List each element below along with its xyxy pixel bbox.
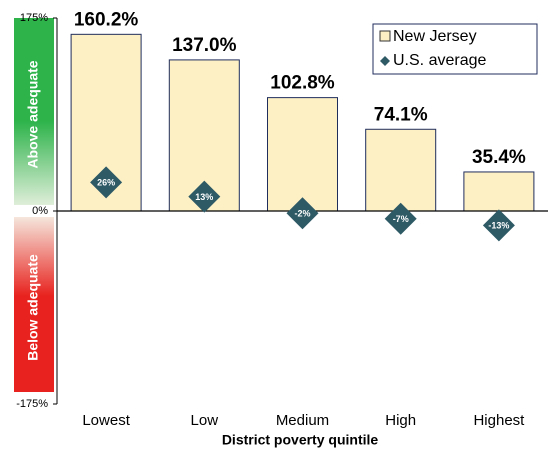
value-label: 35.4% — [472, 147, 526, 168]
x-tick-label: Medium — [276, 412, 329, 429]
band-label: Below adequate — [25, 254, 41, 361]
value-label: 160.2% — [74, 9, 139, 30]
marker-label: -2% — [294, 209, 310, 219]
legend-label: New Jersey — [393, 28, 477, 45]
value-label: 74.1% — [374, 104, 428, 125]
marker-label: -13% — [488, 221, 509, 231]
diamond-marker — [286, 197, 319, 230]
x-tick-label: Lowest — [82, 412, 130, 429]
diamond-marker — [482, 209, 515, 242]
diamond-marker — [188, 180, 221, 213]
y-tick-label: 175% — [20, 12, 48, 24]
marker-label: -7% — [393, 214, 409, 224]
legend-swatch — [379, 30, 391, 42]
band-label: Above adequate — [25, 60, 41, 168]
x-tick-label: High — [385, 412, 416, 429]
x-tick-label: Highest — [473, 412, 525, 429]
y-tick-label: -175% — [16, 398, 48, 410]
band-below — [14, 217, 54, 392]
band-above — [14, 18, 54, 205]
value-label: 137.0% — [172, 35, 237, 56]
bar — [267, 97, 338, 212]
legend-label: U.S. average — [393, 52, 486, 69]
x-tick-label: Low — [191, 412, 219, 429]
value-label: 102.8% — [270, 73, 335, 94]
diamond-marker — [90, 166, 123, 199]
legend-box — [372, 23, 538, 75]
marker-label: 13% — [195, 192, 213, 202]
legend-swatch — [380, 56, 390, 66]
bar — [463, 171, 535, 212]
marker-label: 26% — [97, 178, 115, 188]
bar — [365, 128, 437, 212]
x-axis-title: District poverty quintile — [222, 432, 379, 448]
diamond-marker — [384, 202, 417, 235]
y-tick-label: 0% — [32, 205, 48, 217]
